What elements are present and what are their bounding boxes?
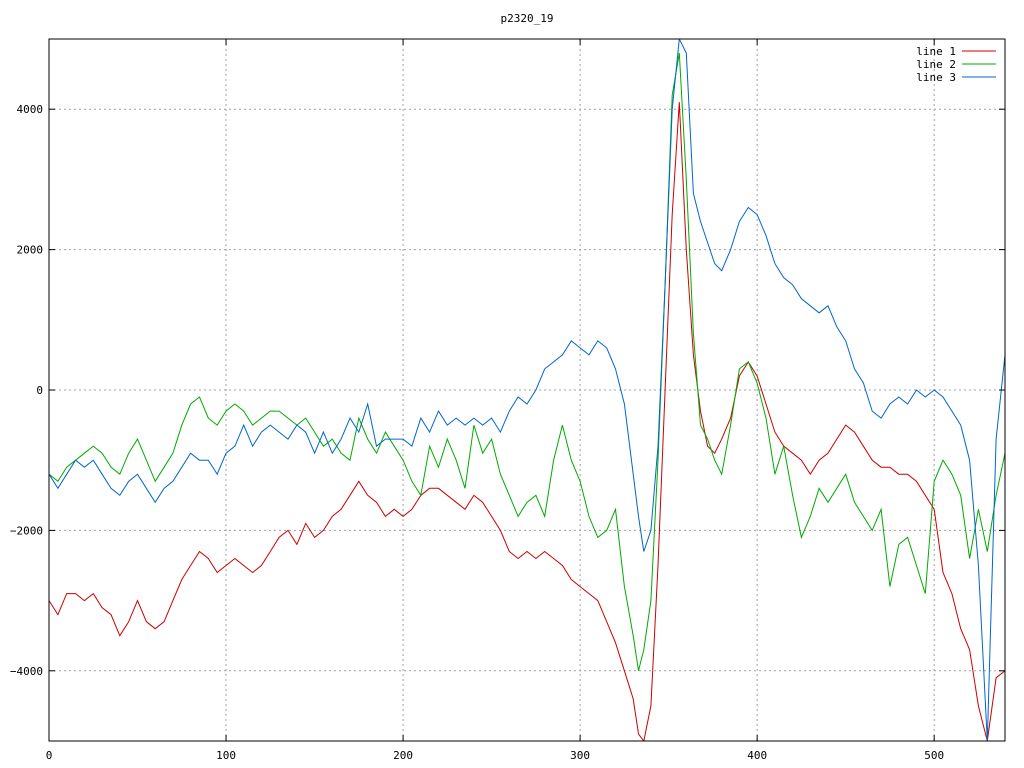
grid [49, 39, 1005, 741]
y-tick-label: 2000 [17, 244, 44, 257]
legend-label-1: line 1 [916, 45, 956, 58]
series-line-1 [49, 102, 1005, 741]
series-group [49, 39, 1005, 741]
x-tick-label: 500 [924, 749, 944, 762]
x-tick-label: 300 [570, 749, 590, 762]
legend-label-2: line 2 [916, 58, 956, 71]
legend-label-3: line 3 [916, 71, 956, 84]
series-line-3 [49, 39, 1005, 741]
x-tick-label: 0 [46, 749, 53, 762]
x-tick-label: 200 [393, 749, 413, 762]
x-tick-label: 400 [747, 749, 767, 762]
y-tick-label: −2000 [10, 524, 43, 537]
y-tick-label: 0 [36, 384, 43, 397]
axis-ticks: 0 100 200 300 400 500 −4000 −2000 0 2000 4000 [10, 39, 1005, 762]
plot-frame [48, 38, 1006, 742]
x-tick-label: 100 [216, 749, 236, 762]
series-line-2 [49, 52, 1005, 671]
chart-title: p2320_19 [501, 12, 554, 25]
y-tick-label: −4000 [10, 665, 43, 678]
y-tick-label: 4000 [17, 103, 44, 116]
